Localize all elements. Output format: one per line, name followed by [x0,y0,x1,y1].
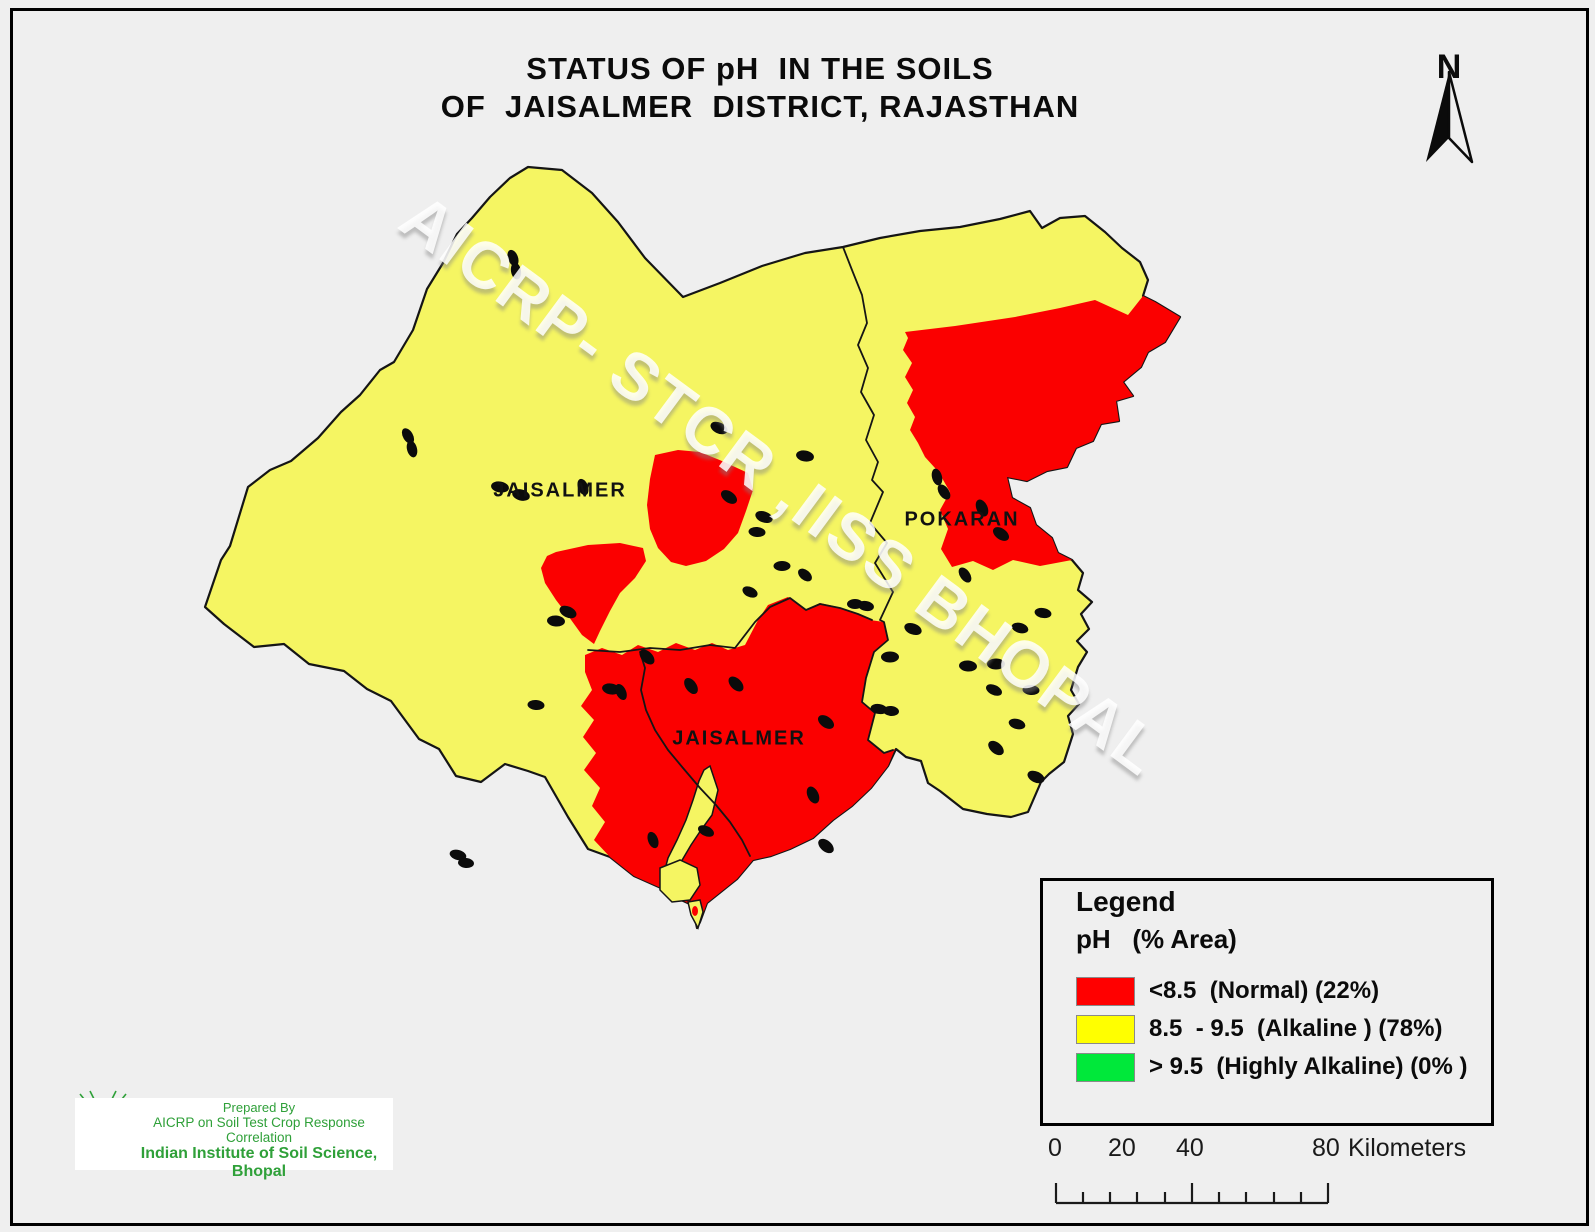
legend-swatch-alkaline [1076,1014,1135,1044]
red-region-middle [647,450,753,566]
map-title-line2: OF JAISALMER DISTRICT, RAJASTHAN [440,89,1080,124]
red-speck-tail [692,906,698,916]
scale-tick-20: 20 [1108,1134,1136,1162]
credits-box [75,1098,393,1170]
legend-items: <8.5 (Normal) (22%) 8.5 - 9.5 (Alkaline … [1076,972,1476,1086]
legend-swatch-highly-alkaline [1076,1052,1135,1082]
legend-item-highly-alkaline: > 9.5 (Highly Alkaline) (0% ) [1076,1048,1476,1086]
legend-subtitle: pH (% Area) [1076,924,1237,954]
region-label-jaisalmer-south: JAISALMER [672,727,806,750]
yellow-inliers [659,764,719,930]
internal-boundaries [587,246,894,857]
scale-tick-0: 0 [1048,1134,1062,1162]
credits-block: Prepared By AICRP on Soil Test Crop Resp… [128,1100,390,1181]
region-label-jaisalmer-north: JAISALMER [493,479,627,502]
red-region-northeast [903,296,1180,570]
credits-aicrp: AICRP on Soil Test Crop Response Correla… [153,1115,365,1145]
page-border [10,8,1589,1226]
legend-label-normal: <8.5 (Normal) (22%) [1149,977,1380,1004]
scale-unit-label: Kilometers [1348,1134,1467,1162]
north-arrow-icon [1426,70,1474,164]
credits-institute: Indian Institute of Soil Science, Bhopal [140,1145,378,1180]
region-label-pokaran: POKARAN [904,508,1020,531]
legend-title: Legend [1076,886,1176,917]
legend-swatch-normal [1076,976,1135,1006]
ph-normal-regions [541,296,1180,928]
red-region-west [541,543,646,644]
red-region-south [581,597,895,928]
legend-label-highly-alkaline: > 9.5 (Highly Alkaline) (0% ) [1149,1053,1468,1080]
tehsil-boundary-north-south [842,246,894,754]
scale-bar-ruler [1054,1183,1330,1205]
map-title-line1: STATUS OF pH IN THE SOILS [526,51,994,86]
legend-item-alkaline: 8.5 - 9.5 (Alkaline ) (78%) [1076,1010,1476,1048]
scale-tick-40: 40 [1176,1134,1204,1162]
legend-box [1040,878,1494,1126]
north-arrow-label: N [1436,48,1462,86]
sample-site-dots [401,249,1052,869]
credits-prepared-by: Prepared By [222,1100,296,1115]
tehsil-boundary-through-red [639,651,751,857]
legend-item-normal: <8.5 (Normal) (22%) [1076,972,1476,1010]
yellow-pocket [659,859,701,903]
tehsil-boundary-south-top [587,597,873,653]
legend-label-alkaline: 8.5 - 9.5 (Alkaline ) (78%) [1149,1015,1443,1042]
map-title: STATUS OF pH IN THE SOILS OF JAISALMER D… [0,50,1520,126]
scale-tick-80: 80 [1312,1134,1340,1162]
